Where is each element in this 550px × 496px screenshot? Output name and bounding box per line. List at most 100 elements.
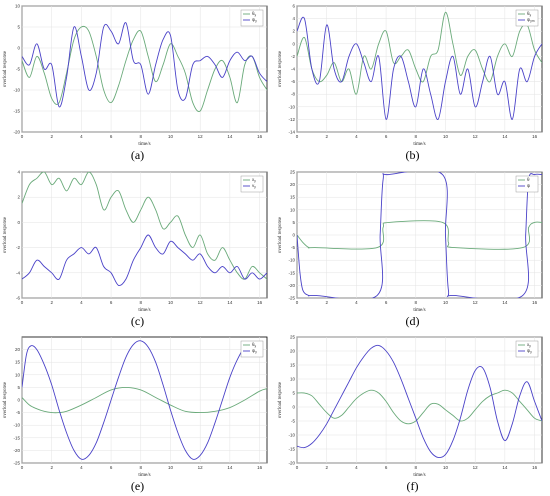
series-line-green xyxy=(297,11,542,95)
x-tick-label: 14 xyxy=(502,300,508,305)
x-axis-label: time/s xyxy=(413,308,425,313)
series-line-blue xyxy=(22,340,260,460)
y-tick-label: 25 xyxy=(290,170,296,175)
x-tick-label: 2 xyxy=(50,134,53,139)
plot-area xyxy=(296,336,543,464)
y-axis-label: overload response xyxy=(3,216,8,253)
x-tick-label: 6 xyxy=(110,300,113,305)
x-tick-label: 12 xyxy=(473,134,479,139)
y-axis-label: overload response xyxy=(278,50,283,87)
legend-label: ψym xyxy=(527,17,535,23)
y-tick-label: 15 xyxy=(290,195,296,200)
y-tick-label: 0 xyxy=(17,220,20,225)
y-tick-label: 0 xyxy=(292,41,295,46)
x-tick-label: 10 xyxy=(168,134,174,139)
x-tick-label: 12 xyxy=(198,300,204,305)
x-tick-label: 2 xyxy=(325,465,328,470)
y-tick-label: -10 xyxy=(13,423,20,428)
y-tick-label: -15 xyxy=(288,270,295,275)
x-tick-label: 12 xyxy=(473,465,479,470)
x-tick-label: 14 xyxy=(502,465,508,470)
y-tick-label: 5 xyxy=(17,385,20,390)
y-tick-label: -10 xyxy=(13,88,20,93)
x-tick-label: 0 xyxy=(21,134,24,139)
y-tick-label: 2 xyxy=(17,195,20,200)
y-tick-label: -15 xyxy=(13,435,20,440)
legend-label: xy xyxy=(252,177,256,183)
caption-d: (d) xyxy=(405,314,420,328)
legend-label: θy xyxy=(527,11,532,17)
x-tick-label: 2 xyxy=(325,134,328,139)
y-tick-label: -15 xyxy=(288,447,295,452)
x-tick-label: 4 xyxy=(355,134,358,139)
y-tick-label: -5 xyxy=(291,245,295,250)
x-tick-label: 8 xyxy=(415,300,418,305)
x-tick-label: 8 xyxy=(140,465,143,470)
x-tick-label: 8 xyxy=(415,465,418,470)
x-tick-label: 6 xyxy=(110,465,113,470)
legend-label: θy xyxy=(252,11,257,17)
y-tick-label: 10 xyxy=(290,207,296,212)
x-tick-label: 4 xyxy=(355,465,358,470)
series-line-blue xyxy=(22,234,267,287)
y-tick-label: 25 xyxy=(290,335,296,340)
x-tick-label: 2 xyxy=(50,300,53,305)
x-tick-label: 16 xyxy=(532,465,538,470)
series-line-green xyxy=(22,25,267,112)
x-tick-label: 10 xyxy=(168,465,174,470)
x-tick-label: 16 xyxy=(257,300,263,305)
y-tick-label: 15 xyxy=(15,360,21,365)
caption-b: (b) xyxy=(405,148,420,162)
x-tick-label: 4 xyxy=(80,465,83,470)
y-tick-label: 0 xyxy=(292,405,295,410)
x-tick-label: 0 xyxy=(21,465,24,470)
x-tick-label: 8 xyxy=(140,134,143,139)
series-line-green xyxy=(297,389,542,425)
y-tick-label: -5 xyxy=(16,410,20,415)
x-tick-label: 2 xyxy=(50,465,53,470)
y-tick-label: -20 xyxy=(288,461,295,466)
x-tick-label: 4 xyxy=(80,134,83,139)
y-tick-label: -5 xyxy=(291,419,295,424)
x-tick-label: 16 xyxy=(532,300,538,305)
y-tick-label: -2 xyxy=(291,54,295,59)
caption-e: (e) xyxy=(130,479,145,493)
panel-b: 0 2 4 6 8 10 12 14 16 6 4 2 0 -2 -4 -6 -8 -10 -12 -14 time/s… xyxy=(275,0,550,165)
x-axis-label: time/s xyxy=(138,142,150,147)
x-tick-label: 8 xyxy=(415,134,418,139)
caption-c: (c) xyxy=(130,314,145,328)
series-line-green xyxy=(297,220,542,250)
y-tick-label: -2 xyxy=(16,245,20,250)
x-tick-label: 0 xyxy=(21,300,24,305)
y-tick-label: -20 xyxy=(13,130,20,135)
y-tick-label: 20 xyxy=(290,182,296,187)
legend-label: ψ xyxy=(527,183,530,188)
x-tick-label: 16 xyxy=(257,134,263,139)
x-tick-label: 14 xyxy=(502,134,508,139)
x-axis-label: time/s xyxy=(138,308,150,313)
chart-f: 0 2 4 6 8 10 12 14 16 25 20 15 10 5 0 -5 -10 -15 -20 time/s… xyxy=(278,335,543,478)
y-tick-label: 4 xyxy=(292,16,295,21)
x-tick-label: 6 xyxy=(385,134,388,139)
x-tick-label: 0 xyxy=(296,134,299,139)
x-tick-label: 10 xyxy=(443,134,449,139)
legend-label: ψy xyxy=(252,17,257,23)
x-tick-label: 4 xyxy=(355,300,358,305)
y-tick-label: -10 xyxy=(288,258,295,263)
panel-c: 0 2 4 6 8 10 12 14 16 4 2 0 -2 -4 -6 time/s overload res… xyxy=(0,166,275,331)
y-tick-label: 6 xyxy=(292,4,295,9)
y-tick-label: 0 xyxy=(17,46,20,51)
chart-a: 0 2 4 6 8 10 12 14 16 10 5 0 -5 -10 -15 -20 time/s overlo… xyxy=(3,4,268,147)
x-tick-label: 0 xyxy=(296,300,299,305)
y-tick-label: -25 xyxy=(288,296,295,301)
y-tick-label: -20 xyxy=(13,448,20,453)
series-line-blue xyxy=(297,172,542,298)
x-tick-label: 2 xyxy=(325,300,328,305)
series-line-blue xyxy=(297,344,542,459)
x-tick-label: 10 xyxy=(443,465,449,470)
y-tick-label: -10 xyxy=(288,104,295,109)
y-tick-label: -12 xyxy=(288,117,295,122)
x-tick-label: 14 xyxy=(227,465,233,470)
y-tick-label: 4 xyxy=(17,170,20,175)
series-line-green xyxy=(22,172,267,280)
